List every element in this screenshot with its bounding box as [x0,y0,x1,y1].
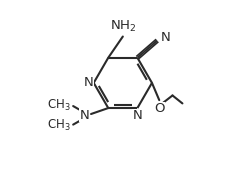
Text: CH$_3$: CH$_3$ [47,98,70,113]
Text: NH$_2$: NH$_2$ [110,19,136,34]
Text: N: N [79,109,89,122]
Text: CH$_3$: CH$_3$ [47,118,70,133]
Text: N: N [83,76,93,89]
Text: N: N [160,31,170,44]
Text: N: N [132,109,142,122]
Text: O: O [154,102,165,115]
